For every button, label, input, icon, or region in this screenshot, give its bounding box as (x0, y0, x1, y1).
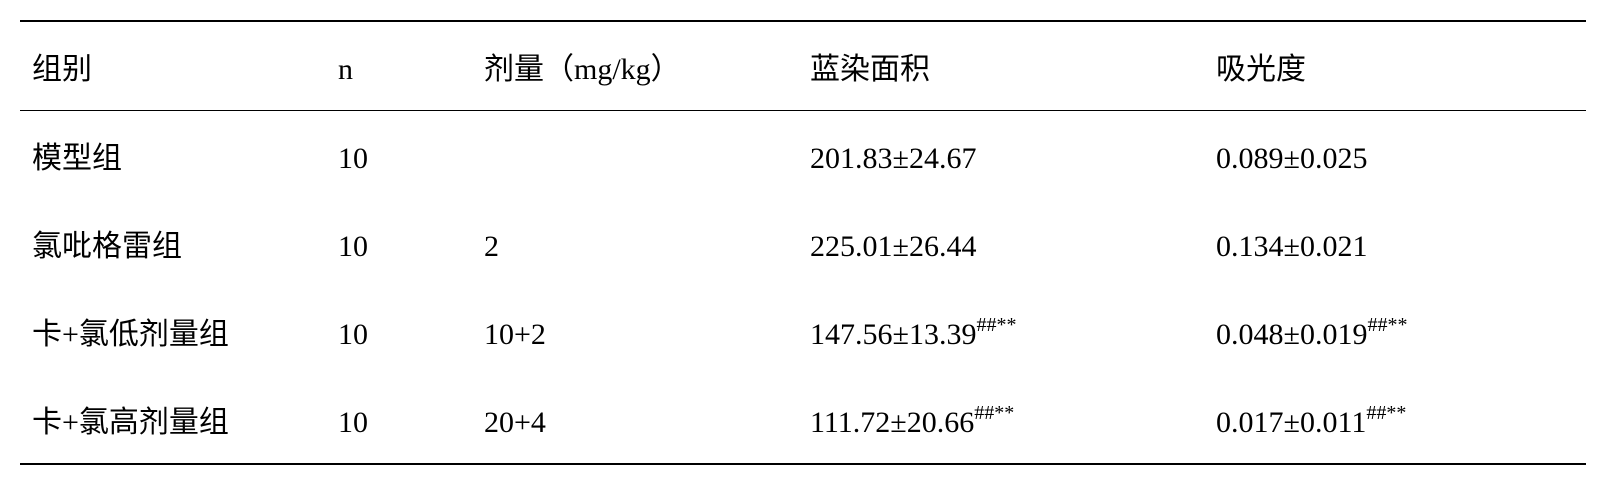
cell-n: 10 (330, 199, 476, 287)
cell-area: 111.72±20.66##** (802, 375, 1208, 464)
cell-group: 卡+氯低剂量组 (20, 287, 330, 375)
abs-sup: ##** (1366, 402, 1406, 424)
table-row: 卡+氯高剂量组 10 20+4 111.72±20.66##** 0.017±0… (20, 375, 1586, 464)
table-row: 卡+氯低剂量组 10 10+2 147.56±13.39##** 0.048±0… (20, 287, 1586, 375)
cell-abs: 0.134±0.021 (1208, 199, 1586, 287)
cell-abs: 0.017±0.011##** (1208, 375, 1586, 464)
col-header-area: 蓝染面积 (802, 21, 1208, 111)
cell-area: 225.01±26.44 (802, 199, 1208, 287)
cell-area: 147.56±13.39##** (802, 287, 1208, 375)
cell-abs: 0.048±0.019##** (1208, 287, 1586, 375)
data-table: 组别 n 剂量（mg/kg） 蓝染面积 吸光度 模型组 10 201.83±24… (20, 20, 1586, 465)
cell-dose: 2 (476, 199, 802, 287)
area-sup: ##** (974, 402, 1014, 424)
area-value: 111.72±20.66 (810, 406, 974, 439)
data-table-container: 组别 n 剂量（mg/kg） 蓝染面积 吸光度 模型组 10 201.83±24… (20, 20, 1586, 465)
cell-n: 10 (330, 375, 476, 464)
table-row: 氯吡格雷组 10 2 225.01±26.44 0.134±0.021 (20, 199, 1586, 287)
abs-value: 0.134±0.021 (1216, 230, 1367, 263)
area-value: 201.83±24.67 (810, 142, 976, 175)
abs-value: 0.017±0.011 (1216, 406, 1366, 439)
col-header-group: 组别 (20, 21, 330, 111)
abs-value: 0.089±0.025 (1216, 142, 1367, 175)
cell-group: 卡+氯高剂量组 (20, 375, 330, 464)
cell-dose: 10+2 (476, 287, 802, 375)
cell-n: 10 (330, 111, 476, 200)
abs-value: 0.048±0.019 (1216, 318, 1367, 351)
col-header-n: n (330, 21, 476, 111)
col-header-abs: 吸光度 (1208, 21, 1586, 111)
cell-group: 氯吡格雷组 (20, 199, 330, 287)
area-value: 225.01±26.44 (810, 230, 976, 263)
area-value: 147.56±13.39 (810, 318, 976, 351)
area-sup: ##** (976, 314, 1016, 336)
cell-area: 201.83±24.67 (802, 111, 1208, 200)
cell-dose: 20+4 (476, 375, 802, 464)
cell-n: 10 (330, 287, 476, 375)
cell-abs: 0.089±0.025 (1208, 111, 1586, 200)
col-header-dose: 剂量（mg/kg） (476, 21, 802, 111)
cell-group: 模型组 (20, 111, 330, 200)
table-row: 模型组 10 201.83±24.67 0.089±0.025 (20, 111, 1586, 200)
table-header-row: 组别 n 剂量（mg/kg） 蓝染面积 吸光度 (20, 21, 1586, 111)
cell-dose (476, 111, 802, 200)
abs-sup: ##** (1367, 314, 1407, 336)
